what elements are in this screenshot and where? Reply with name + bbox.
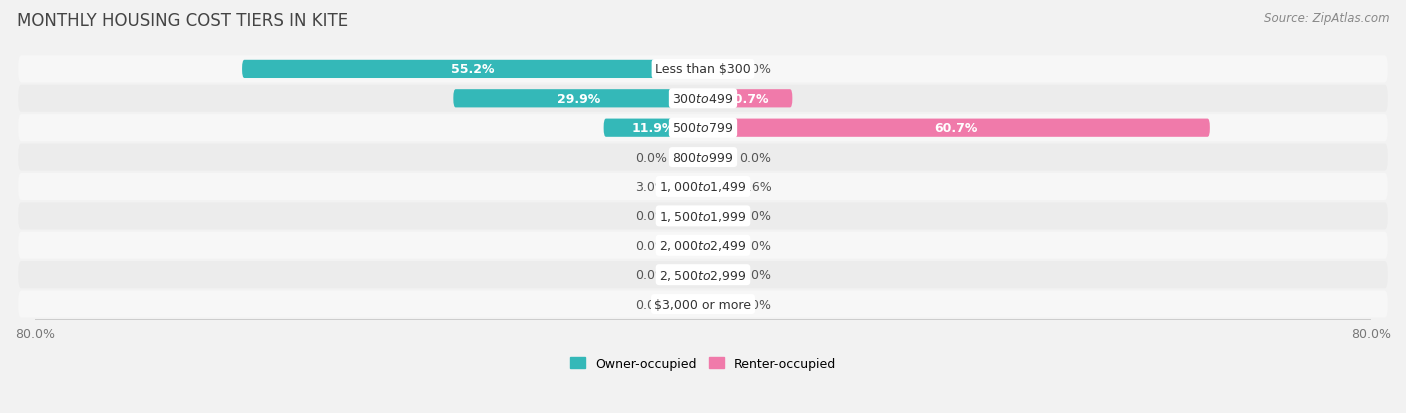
Text: 0.0%: 0.0% — [740, 239, 770, 252]
Text: 11.9%: 11.9% — [631, 122, 675, 135]
Text: 0.0%: 0.0% — [740, 151, 770, 164]
FancyBboxPatch shape — [673, 237, 703, 255]
FancyBboxPatch shape — [673, 178, 703, 196]
Text: 0.0%: 0.0% — [636, 268, 666, 282]
Text: MONTHLY HOUSING COST TIERS IN KITE: MONTHLY HOUSING COST TIERS IN KITE — [17, 12, 349, 30]
Text: 60.7%: 60.7% — [935, 122, 979, 135]
FancyBboxPatch shape — [18, 291, 1388, 318]
Text: $2,000 to $2,499: $2,000 to $2,499 — [659, 239, 747, 253]
FancyBboxPatch shape — [18, 56, 1388, 83]
Text: 0.0%: 0.0% — [636, 210, 666, 223]
Text: 0.0%: 0.0% — [636, 151, 666, 164]
Text: $300 to $499: $300 to $499 — [672, 93, 734, 106]
FancyBboxPatch shape — [18, 203, 1388, 230]
Text: $2,500 to $2,999: $2,500 to $2,999 — [659, 268, 747, 282]
Text: 0.0%: 0.0% — [636, 298, 666, 311]
Text: $800 to $999: $800 to $999 — [672, 151, 734, 164]
FancyBboxPatch shape — [18, 144, 1388, 171]
Text: $3,000 or more: $3,000 or more — [655, 298, 751, 311]
FancyBboxPatch shape — [18, 232, 1388, 259]
Text: 3.6%: 3.6% — [740, 180, 772, 194]
Text: 0.0%: 0.0% — [740, 298, 770, 311]
Text: $500 to $799: $500 to $799 — [672, 122, 734, 135]
FancyBboxPatch shape — [18, 85, 1388, 112]
Text: 0.0%: 0.0% — [636, 239, 666, 252]
FancyBboxPatch shape — [18, 115, 1388, 142]
FancyBboxPatch shape — [18, 261, 1388, 289]
FancyBboxPatch shape — [673, 266, 703, 284]
Legend: Owner-occupied, Renter-occupied: Owner-occupied, Renter-occupied — [565, 352, 841, 375]
FancyBboxPatch shape — [18, 173, 1388, 201]
FancyBboxPatch shape — [703, 207, 733, 225]
Text: Source: ZipAtlas.com: Source: ZipAtlas.com — [1264, 12, 1389, 25]
FancyBboxPatch shape — [673, 295, 703, 313]
FancyBboxPatch shape — [673, 149, 703, 167]
FancyBboxPatch shape — [603, 119, 703, 138]
FancyBboxPatch shape — [703, 178, 733, 196]
FancyBboxPatch shape — [703, 295, 733, 313]
Text: 29.9%: 29.9% — [557, 93, 600, 106]
FancyBboxPatch shape — [703, 149, 733, 167]
FancyBboxPatch shape — [703, 90, 793, 108]
FancyBboxPatch shape — [703, 119, 1209, 138]
Text: 0.0%: 0.0% — [740, 210, 770, 223]
FancyBboxPatch shape — [703, 61, 733, 79]
Text: $1,000 to $1,499: $1,000 to $1,499 — [659, 180, 747, 194]
FancyBboxPatch shape — [673, 207, 703, 225]
FancyBboxPatch shape — [453, 90, 703, 108]
Text: 55.2%: 55.2% — [451, 63, 495, 76]
Text: Less than $300: Less than $300 — [655, 63, 751, 76]
Text: 3.0%: 3.0% — [636, 180, 666, 194]
FancyBboxPatch shape — [703, 237, 733, 255]
Text: 0.0%: 0.0% — [740, 268, 770, 282]
Text: 0.0%: 0.0% — [740, 63, 770, 76]
Text: 10.7%: 10.7% — [725, 93, 769, 106]
FancyBboxPatch shape — [703, 266, 733, 284]
FancyBboxPatch shape — [242, 61, 703, 79]
Text: $1,500 to $1,999: $1,500 to $1,999 — [659, 209, 747, 223]
